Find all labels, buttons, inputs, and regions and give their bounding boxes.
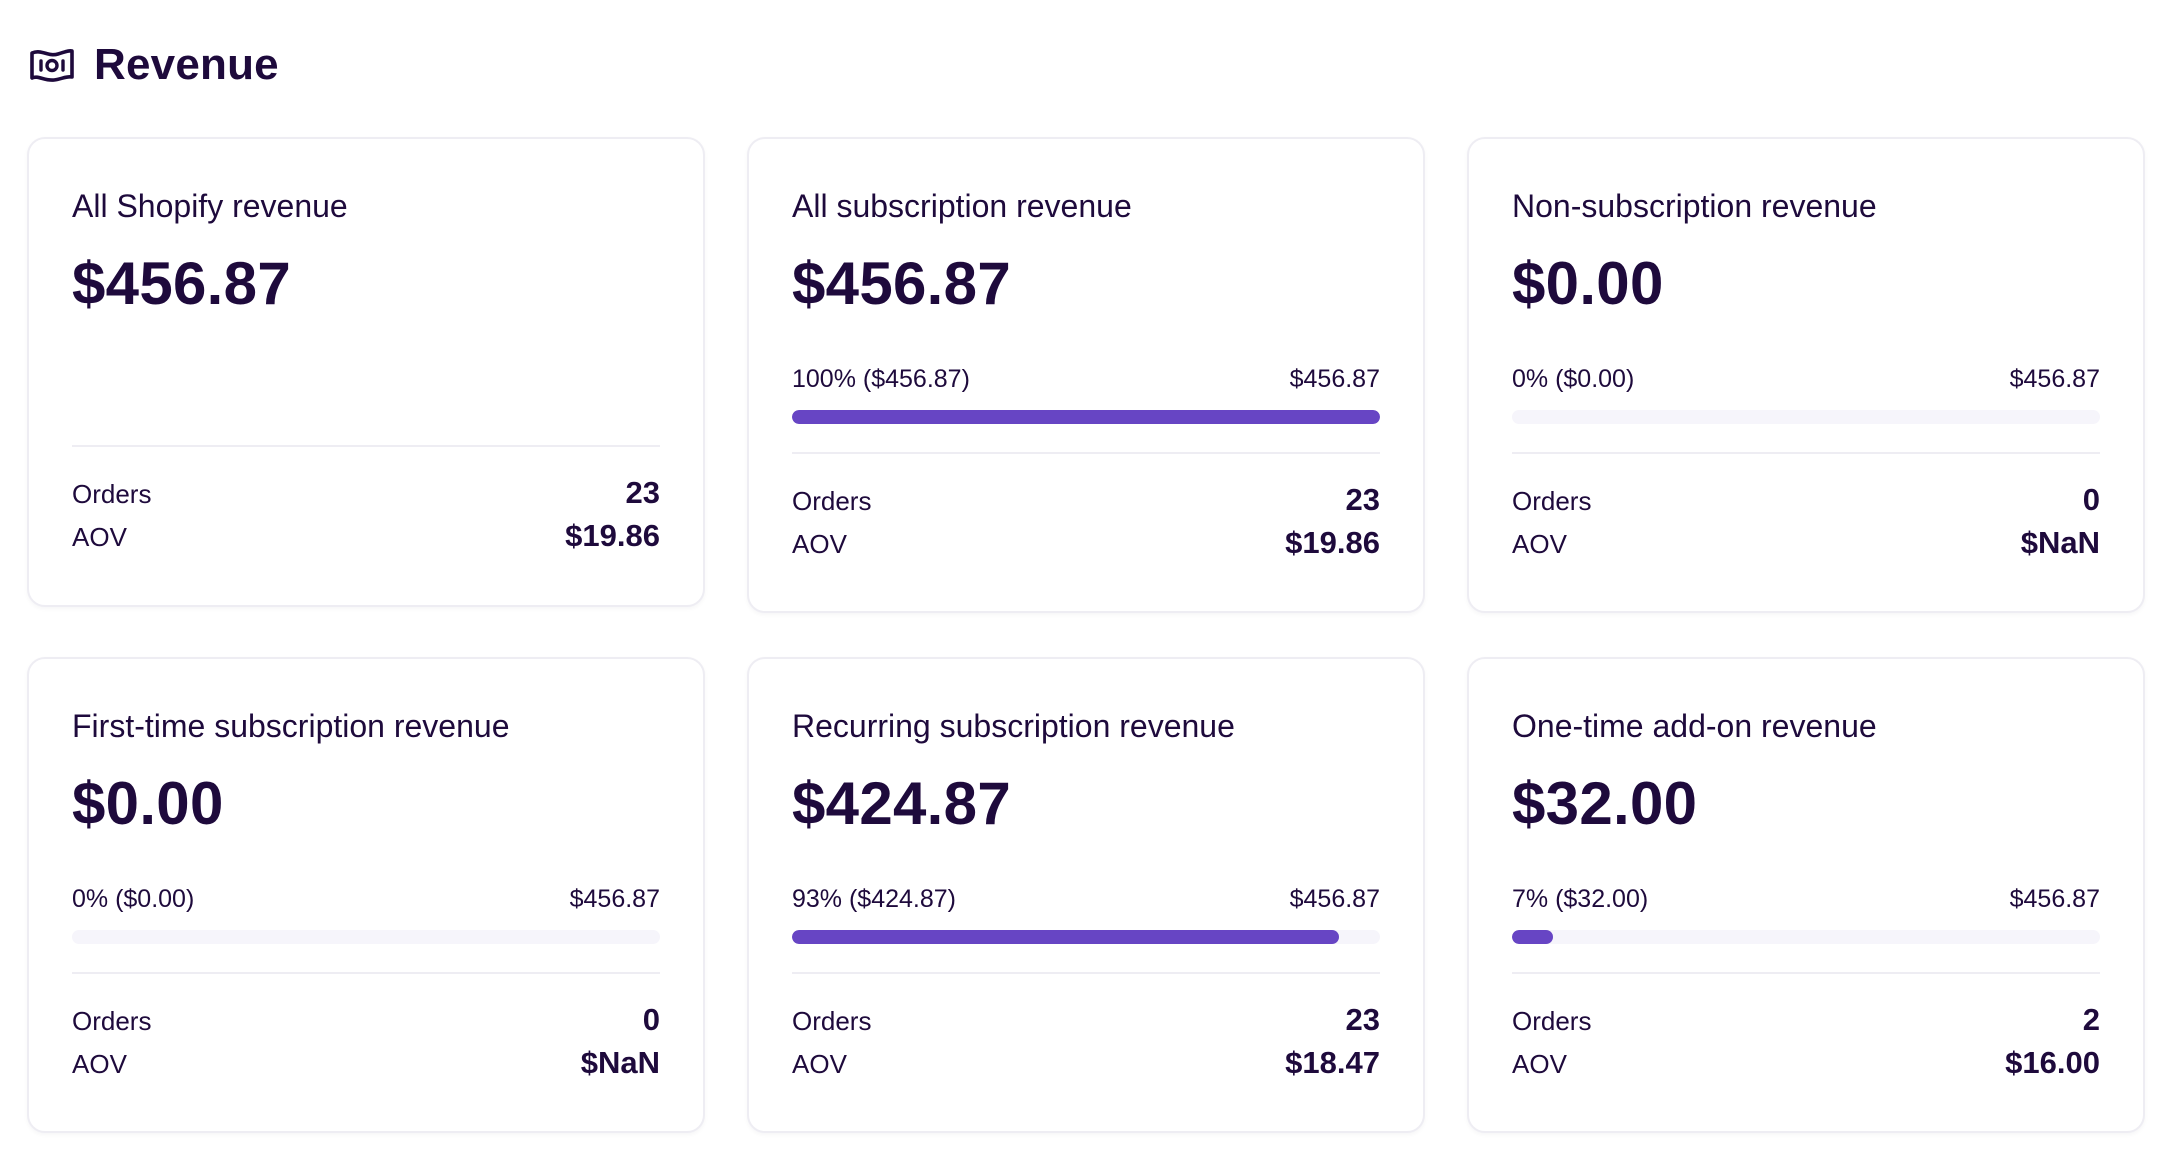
orders-row: Orders 23 bbox=[792, 1002, 1380, 1038]
card-value: $0.00 bbox=[1512, 250, 1664, 317]
revenue-card-recurring-subscription: Recurring subscription revenue $424.87 9… bbox=[747, 657, 1425, 1133]
aov-value: $NaN bbox=[2020, 525, 2100, 560]
orders-value: 23 bbox=[1345, 1002, 1380, 1037]
progress-label: 93% ($424.87) bbox=[792, 885, 957, 913]
orders-label: Orders bbox=[72, 479, 152, 509]
orders-label: Orders bbox=[72, 1006, 152, 1036]
revenue-card-one-time-add-on: One-time add-on revenue $32.00 7% ($32.0… bbox=[1467, 657, 2145, 1133]
orders-value: 23 bbox=[625, 475, 660, 510]
progress-total: $456.87 bbox=[1289, 885, 1380, 913]
orders-label: Orders bbox=[1512, 1006, 1592, 1036]
revenue-card-all-subscription: All subscription revenue $456.87 100% ($… bbox=[747, 137, 1425, 613]
revenue-card-grid: All Shopify revenue $456.87 Orders 23 AO… bbox=[27, 137, 2145, 1133]
revenue-card-all-shopify: All Shopify revenue $456.87 Orders 23 AO… bbox=[27, 137, 705, 607]
section-header: Revenue bbox=[28, 36, 279, 94]
aov-label: AOV bbox=[1512, 1049, 1567, 1079]
card-title: First-time subscription revenue bbox=[72, 708, 510, 744]
progress-bar bbox=[1512, 410, 2100, 424]
card-value: $32.00 bbox=[1512, 770, 1698, 837]
card-title: All subscription revenue bbox=[792, 188, 1132, 224]
progress-bar bbox=[792, 930, 1380, 944]
card-title: Non-subscription revenue bbox=[1512, 188, 1877, 224]
progress-bar bbox=[792, 410, 1380, 424]
progress-bar-fill bbox=[792, 930, 1339, 944]
divider bbox=[792, 972, 1380, 974]
orders-label: Orders bbox=[792, 1006, 872, 1036]
progress-label: 0% ($0.00) bbox=[72, 885, 195, 913]
progress-labels: 0% ($0.00) $456.87 bbox=[72, 884, 660, 914]
progress-total: $456.87 bbox=[2009, 365, 2100, 393]
revenue-card-non-subscription: Non-subscription revenue $0.00 0% ($0.00… bbox=[1467, 137, 2145, 613]
progress-total: $456.87 bbox=[569, 885, 660, 913]
progress-labels: 7% ($32.00) $456.87 bbox=[1512, 884, 2100, 914]
progress-label: 7% ($32.00) bbox=[1512, 885, 1649, 913]
divider bbox=[1512, 452, 2100, 454]
orders-row: Orders 23 bbox=[72, 475, 660, 511]
money-bill-icon bbox=[30, 48, 74, 82]
aov-label: AOV bbox=[1512, 529, 1567, 559]
aov-label: AOV bbox=[72, 522, 127, 552]
progress-total: $456.87 bbox=[2009, 885, 2100, 913]
card-title: One-time add-on revenue bbox=[1512, 708, 1877, 744]
card-value: $0.00 bbox=[72, 770, 224, 837]
progress-labels: 93% ($424.87) $456.87 bbox=[792, 884, 1380, 914]
orders-row: Orders 0 bbox=[1512, 482, 2100, 518]
aov-row: AOV $NaN bbox=[1512, 525, 2100, 561]
aov-row: AOV $19.86 bbox=[792, 525, 1380, 561]
aov-value: $NaN bbox=[580, 1045, 660, 1080]
progress-bar bbox=[1512, 930, 2100, 944]
aov-label: AOV bbox=[792, 1049, 847, 1079]
aov-label: AOV bbox=[72, 1049, 127, 1079]
progress-labels: 100% ($456.87) $456.87 bbox=[792, 364, 1380, 394]
orders-value: 0 bbox=[2082, 482, 2100, 517]
progress-labels: 0% ($0.00) $456.87 bbox=[1512, 364, 2100, 394]
page-title: Revenue bbox=[94, 40, 279, 89]
progress-bar-fill bbox=[1512, 930, 1554, 944]
divider bbox=[72, 445, 660, 447]
divider bbox=[1512, 972, 2100, 974]
revenue-card-first-time-subscription: First-time subscription revenue $0.00 0%… bbox=[27, 657, 705, 1133]
progress-bar bbox=[72, 930, 660, 944]
orders-row: Orders 0 bbox=[72, 1002, 660, 1038]
card-value: $424.87 bbox=[792, 770, 1011, 837]
aov-row: AOV $16.00 bbox=[1512, 1045, 2100, 1081]
card-value: $456.87 bbox=[792, 250, 1011, 317]
aov-value: $19.86 bbox=[565, 518, 660, 553]
orders-label: Orders bbox=[1512, 486, 1592, 516]
divider bbox=[792, 452, 1380, 454]
card-title: Recurring subscription revenue bbox=[792, 708, 1235, 744]
progress-label: 0% ($0.00) bbox=[1512, 365, 1635, 393]
divider bbox=[72, 972, 660, 974]
aov-row: AOV $19.86 bbox=[72, 518, 660, 554]
progress-label: 100% ($456.87) bbox=[792, 365, 970, 393]
orders-value: 23 bbox=[1345, 482, 1380, 517]
card-title: All Shopify revenue bbox=[72, 188, 348, 224]
orders-value: 0 bbox=[642, 1002, 660, 1037]
orders-row: Orders 23 bbox=[792, 482, 1380, 518]
aov-value: $19.86 bbox=[1285, 525, 1380, 560]
orders-value: 2 bbox=[2082, 1002, 2100, 1037]
orders-label: Orders bbox=[792, 486, 872, 516]
orders-row: Orders 2 bbox=[1512, 1002, 2100, 1038]
progress-total: $456.87 bbox=[1289, 365, 1380, 393]
card-value: $456.87 bbox=[72, 250, 291, 317]
aov-row: AOV $18.47 bbox=[792, 1045, 1380, 1081]
aov-value: $18.47 bbox=[1285, 1045, 1380, 1080]
aov-label: AOV bbox=[792, 529, 847, 559]
aov-value: $16.00 bbox=[2005, 1045, 2100, 1080]
aov-row: AOV $NaN bbox=[72, 1045, 660, 1081]
progress-bar-fill bbox=[792, 410, 1380, 424]
